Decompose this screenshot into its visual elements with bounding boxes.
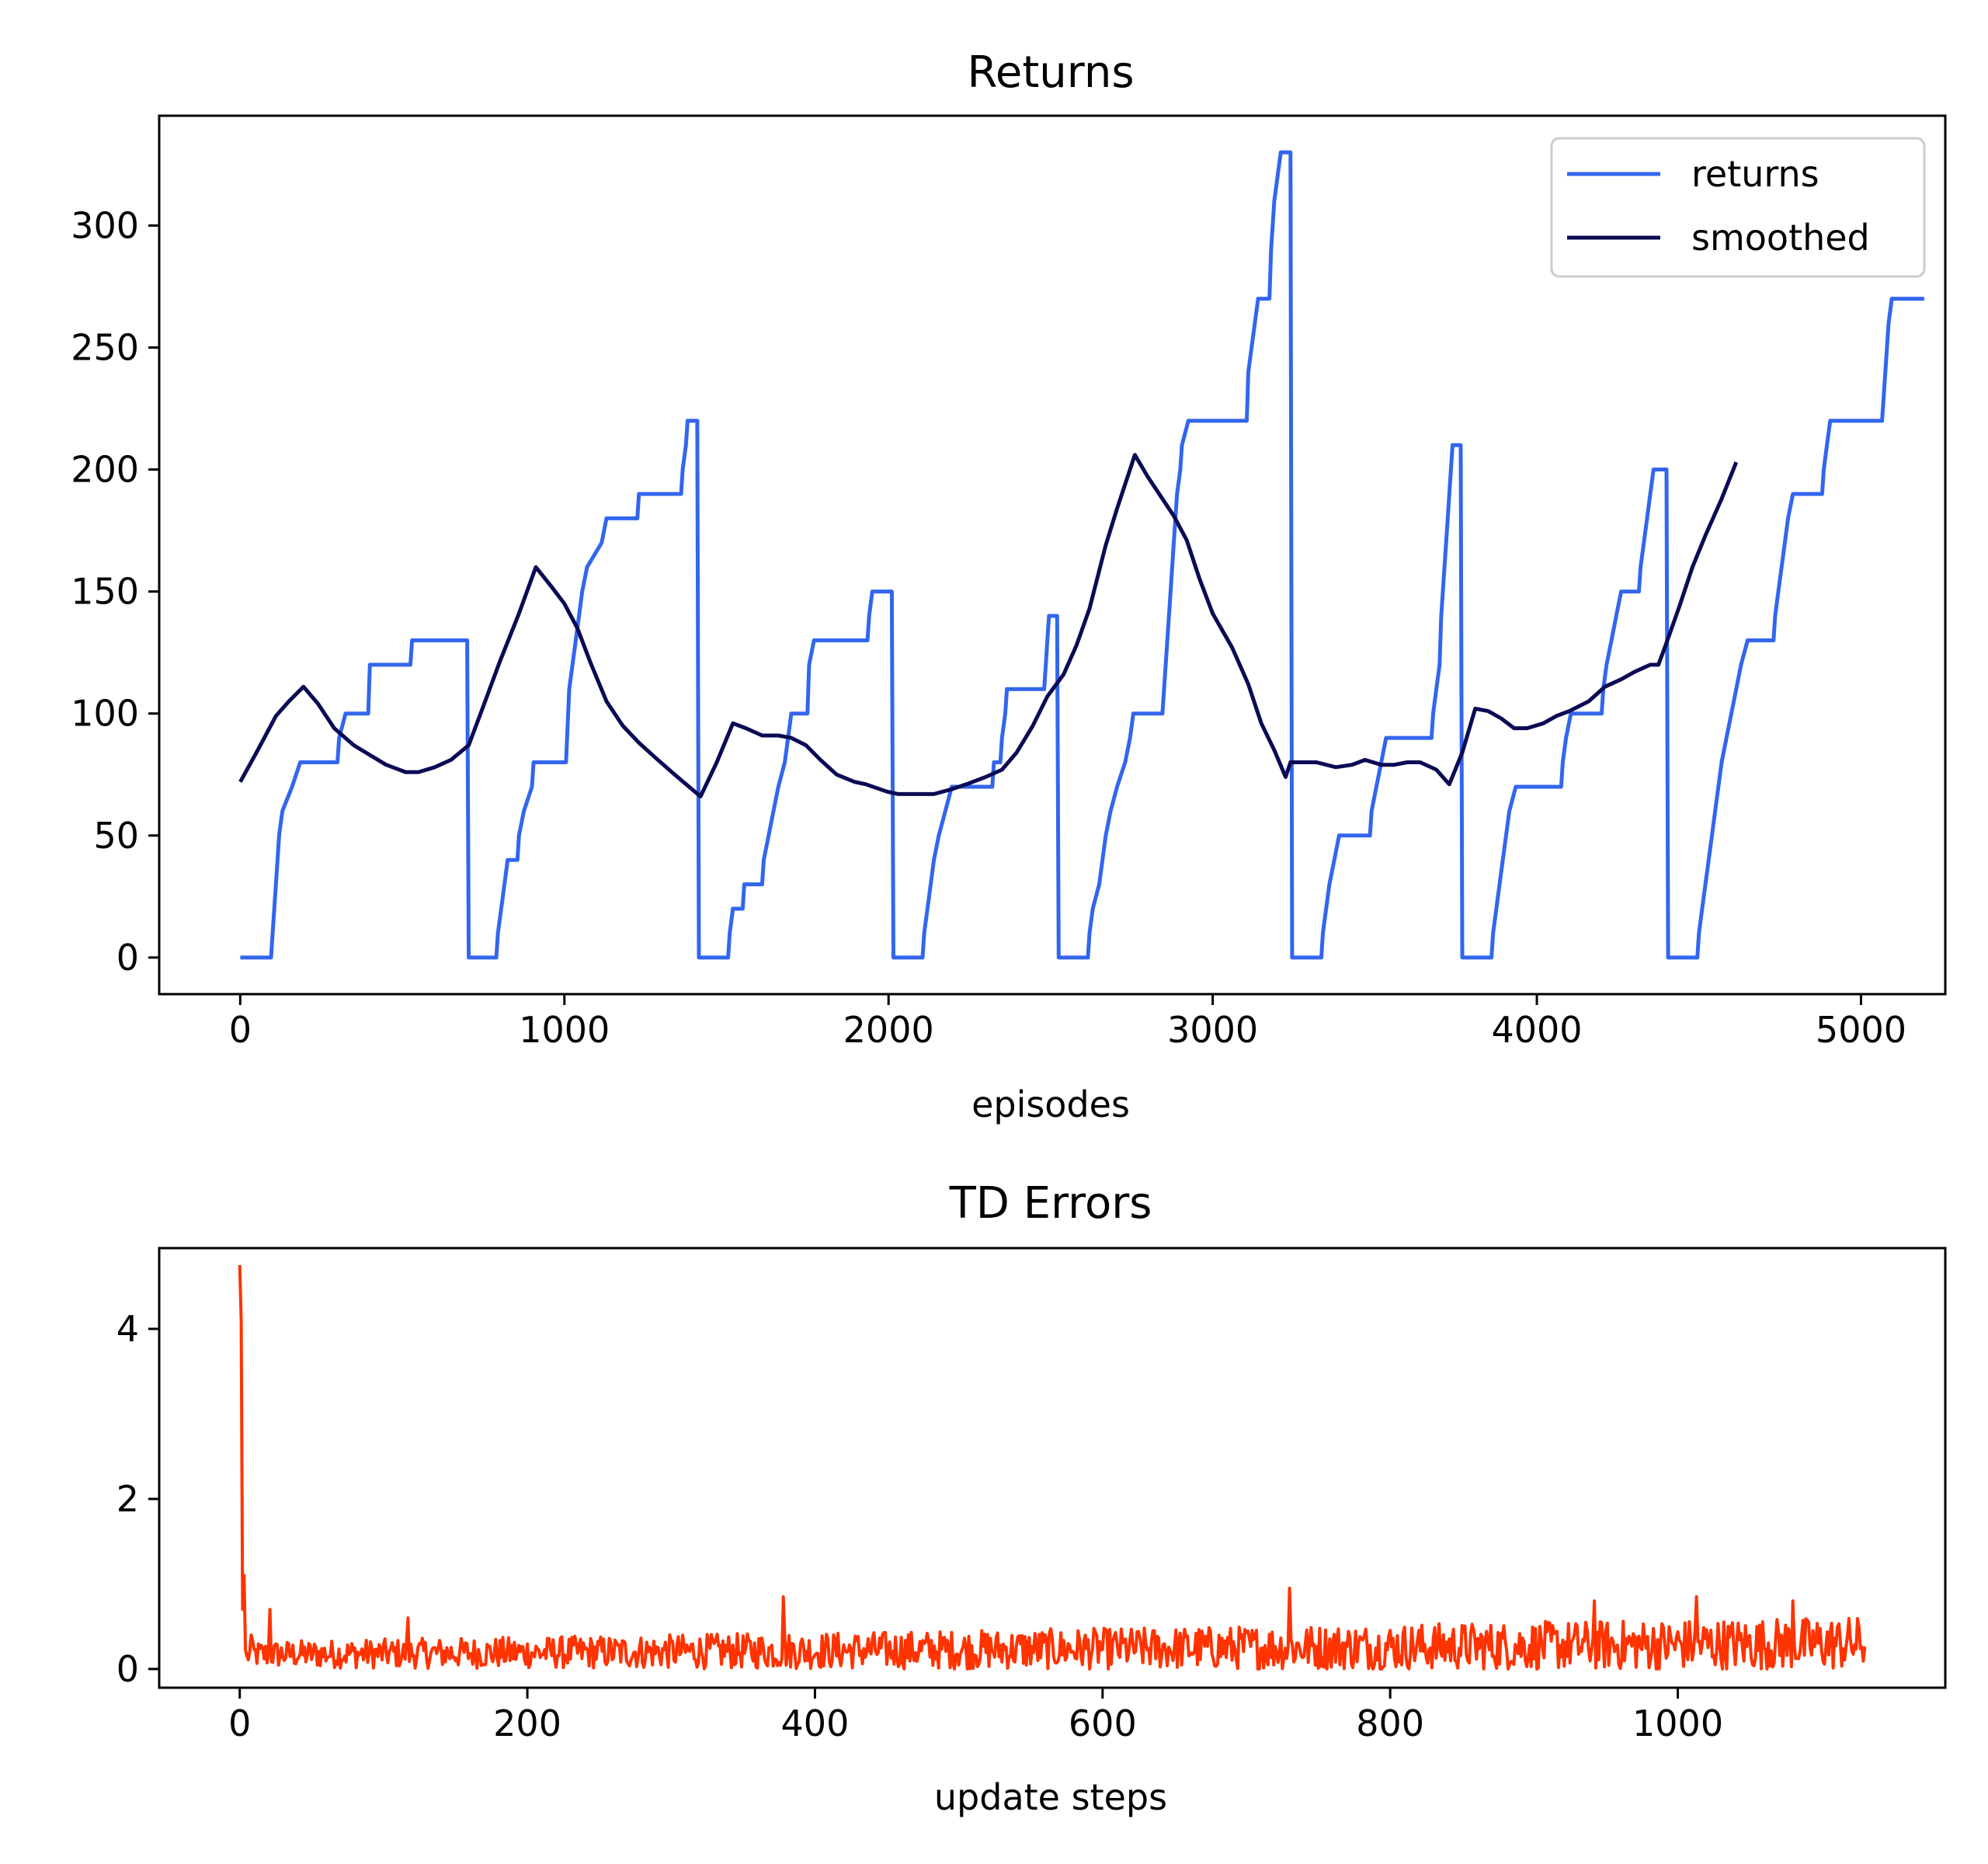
td-xtick-label: 600 xyxy=(1069,1702,1137,1744)
returns-legend: returns smoothed xyxy=(1550,137,1926,278)
returns-xtick-label: 4000 xyxy=(1492,1009,1583,1051)
returns-ytick-label: 250 xyxy=(71,326,139,368)
returns-chart-title: Returns xyxy=(967,47,1134,98)
returns-ytick-label: 50 xyxy=(93,815,139,857)
returns-ytick-label: 300 xyxy=(71,204,139,246)
td-ytick-label: 4 xyxy=(116,1308,139,1350)
td-xtick-label: 800 xyxy=(1356,1702,1424,1744)
returns-chart: Returns 0 1000 2000 3000 4000 5000 0 50 100 150 20… xyxy=(71,47,1947,1125)
td-errors-plot-lines xyxy=(238,1264,1867,1671)
returns-xtick-label: 3000 xyxy=(1167,1009,1258,1051)
td-errors-axis-ticks: 0 200 400 600 800 1000 0 2 4 xyxy=(116,1308,1723,1744)
returns-ytick-label: 150 xyxy=(71,571,139,613)
series-td-errors-line xyxy=(238,1264,1867,1671)
td-errors-chart-title: TD Errors xyxy=(949,1178,1152,1229)
returns-xtick-label: 1000 xyxy=(519,1009,610,1051)
td-ytick-label: 2 xyxy=(116,1478,139,1520)
series-returns-line xyxy=(240,150,1924,960)
returns-axes-frame xyxy=(158,114,1947,996)
td-xtick-label: 1000 xyxy=(1632,1702,1723,1744)
legend-smoothed-label: smoothed xyxy=(1691,217,1870,259)
returns-ytick-label: 100 xyxy=(71,693,139,735)
returns-xtick-label: 5000 xyxy=(1816,1009,1906,1051)
returns-xlabel: episodes xyxy=(971,1083,1130,1125)
legend-returns-label: returns xyxy=(1691,153,1819,195)
td-ytick-label: 0 xyxy=(116,1648,139,1690)
td-xtick-label: 400 xyxy=(781,1702,850,1744)
returns-axis-ticks: 0 1000 2000 3000 4000 5000 0 50 100 150 200 250 300 xyxy=(71,204,1906,1051)
td-xtick-label: 200 xyxy=(493,1702,561,1744)
returns-xtick-label: 2000 xyxy=(843,1009,934,1051)
returns-xtick-label: 0 xyxy=(229,1009,252,1051)
td-errors-xlabel: update steps xyxy=(934,1776,1167,1818)
td-errors-axes-frame xyxy=(158,1247,1947,1689)
returns-ytick-label: 0 xyxy=(116,937,139,979)
td-errors-chart: TD Errors 0 200 400 600 800 1000 0 2 4 update st… xyxy=(116,1178,1947,1818)
returns-ytick-label: 200 xyxy=(71,449,139,491)
returns-plot-lines xyxy=(238,150,1924,960)
series-smoothed-line xyxy=(238,453,1739,798)
td-xtick-label: 0 xyxy=(228,1702,251,1744)
